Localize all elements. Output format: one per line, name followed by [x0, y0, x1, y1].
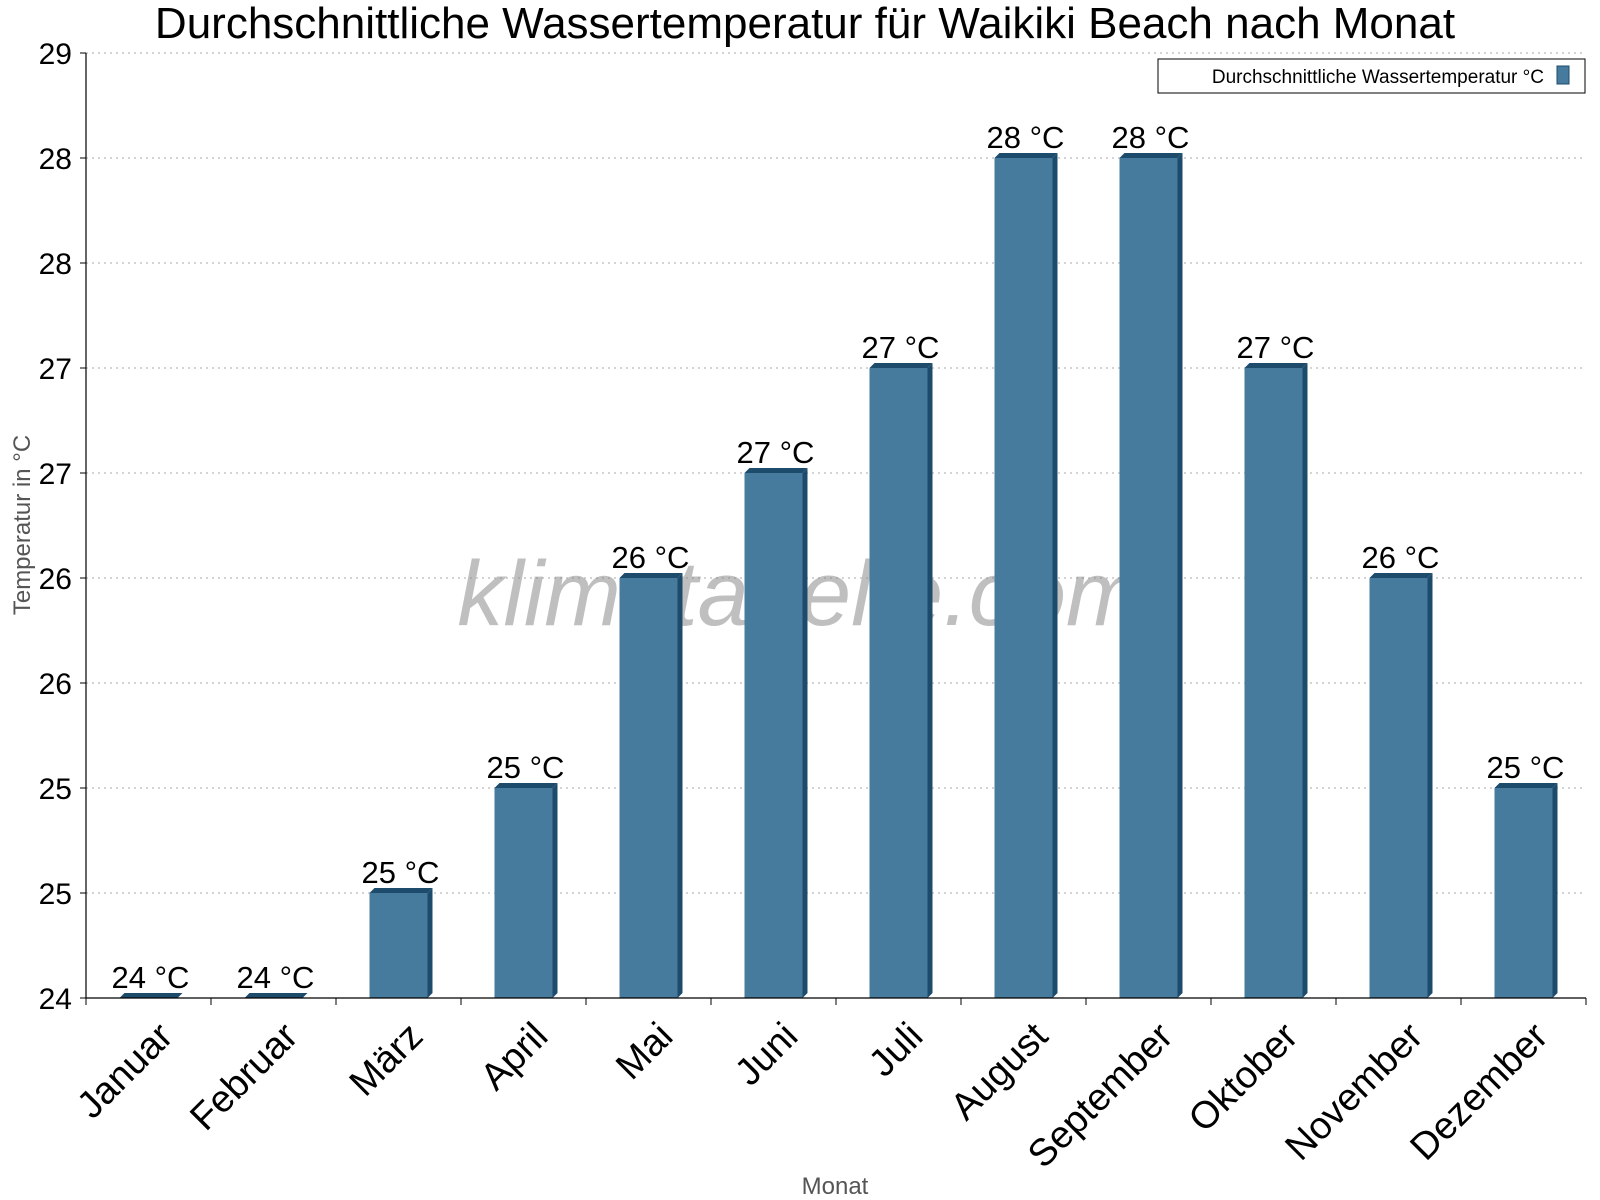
x-tick-label: Februar	[182, 1015, 306, 1139]
y-tick-label: 27	[39, 458, 72, 491]
bar-top	[369, 888, 433, 893]
bar-februar[interactable]	[244, 993, 308, 998]
bar-juni[interactable]	[744, 468, 808, 998]
data-label: 27 °C	[862, 330, 940, 365]
bar-face	[744, 473, 803, 998]
y-tick-label: 25	[39, 773, 72, 806]
bar-face	[1119, 158, 1178, 998]
bar-side	[427, 888, 433, 998]
bar-face	[1494, 788, 1553, 998]
legend-swatch	[1556, 65, 1570, 85]
bar-top	[994, 153, 1058, 158]
x-tick-label: Juli	[861, 1015, 931, 1085]
bar-dezember[interactable]	[1494, 783, 1558, 998]
bar-top	[1494, 783, 1558, 788]
y-tick-labels: 24 25 25 26 26 27 27 28 28 29	[39, 38, 72, 1016]
data-label: 28 °C	[987, 120, 1065, 155]
bar-side	[1302, 363, 1308, 998]
bar-april[interactable]	[494, 783, 558, 998]
data-label: 27 °C	[1237, 330, 1315, 365]
data-label: 25 °C	[1487, 750, 1565, 785]
bar-side	[802, 468, 808, 998]
bar-face	[1244, 368, 1303, 998]
y-tick-label: 28	[39, 143, 72, 176]
y-axis-title: Temperatur in °C	[9, 435, 36, 615]
bar-face	[494, 788, 553, 998]
bar-face	[619, 578, 678, 998]
bar-side	[1177, 153, 1183, 998]
data-label: 24 °C	[112, 960, 190, 995]
bar-top	[244, 993, 308, 998]
bar-september[interactable]	[1119, 153, 1183, 998]
y-tick-label: 29	[39, 38, 72, 71]
bar-top	[869, 363, 933, 368]
bar-side	[677, 573, 683, 998]
bar-side	[1052, 153, 1058, 998]
bar-november[interactable]	[1369, 573, 1433, 998]
bar-top	[494, 783, 558, 788]
y-tick-label: 25	[39, 878, 72, 911]
chart-title: Durchschnittliche Wassertemperatur für W…	[155, 0, 1455, 48]
bar-januar[interactable]	[119, 993, 183, 998]
bar-face	[369, 893, 428, 998]
data-label: 28 °C	[1112, 120, 1190, 155]
y-tick-label: 24	[39, 983, 72, 1016]
y-tick-label: 28	[39, 248, 72, 281]
x-tick-label: März	[342, 1015, 431, 1104]
data-label: 25 °C	[362, 855, 440, 890]
x-axis-title: Monat	[802, 1173, 869, 1200]
data-label: 26 °C	[1362, 540, 1440, 575]
bar-side	[927, 363, 933, 998]
x-tick-label: Mai	[608, 1015, 681, 1088]
y-tick-label: 26	[39, 668, 72, 701]
bar-top	[1369, 573, 1433, 578]
y-tick-label: 26	[39, 563, 72, 596]
grid-lines	[86, 52, 1586, 894]
bar-august[interactable]	[994, 153, 1058, 998]
bars	[119, 153, 1558, 998]
bar-side	[552, 783, 558, 998]
bar-top	[1244, 363, 1308, 368]
x-tick-label: Oktober	[1181, 1015, 1307, 1141]
x-tick-label: Juni	[727, 1015, 806, 1094]
bar-top	[119, 993, 183, 998]
data-label: 26 °C	[612, 540, 690, 575]
y-tick-label: 27	[39, 353, 72, 386]
bar-juli[interactable]	[869, 363, 933, 998]
bar-top	[1119, 153, 1183, 158]
data-label: 25 °C	[487, 750, 565, 785]
bar-side	[1427, 573, 1433, 998]
bar-märz[interactable]	[369, 888, 433, 998]
data-labels: 24 °C 24 °C 25 °C 25 °C 26 °C 27 °C 27 °C 28 °C…	[112, 120, 1565, 995]
data-label: 27 °C	[737, 435, 815, 470]
legend-label: Durchschnittliche Wassertemperatur °C	[1212, 67, 1544, 88]
data-label: 24 °C	[237, 960, 315, 995]
bar-face	[994, 158, 1053, 998]
bar-oktober[interactable]	[1244, 363, 1308, 998]
legend-box	[1157, 58, 1586, 94]
bar-top	[619, 573, 683, 578]
bar-face	[869, 368, 928, 998]
x-tick-label: Dezember	[1403, 1015, 1557, 1169]
bar-face	[1369, 578, 1428, 998]
x-tick-labels: Januar Februar März April Mai Juni Juli AugustS…	[69, 1015, 1556, 1176]
legend[interactable]: Durchschnittliche Wassertemperatur °C	[1157, 58, 1586, 94]
axes	[80, 52, 1587, 1005]
x-tick-label: August	[943, 1015, 1057, 1129]
bar-side	[1552, 783, 1558, 998]
x-tick-label: Januar	[69, 1015, 181, 1127]
bar-mai[interactable]	[619, 573, 683, 998]
bar-top	[744, 468, 808, 473]
x-tick-label: April	[473, 1015, 556, 1098]
